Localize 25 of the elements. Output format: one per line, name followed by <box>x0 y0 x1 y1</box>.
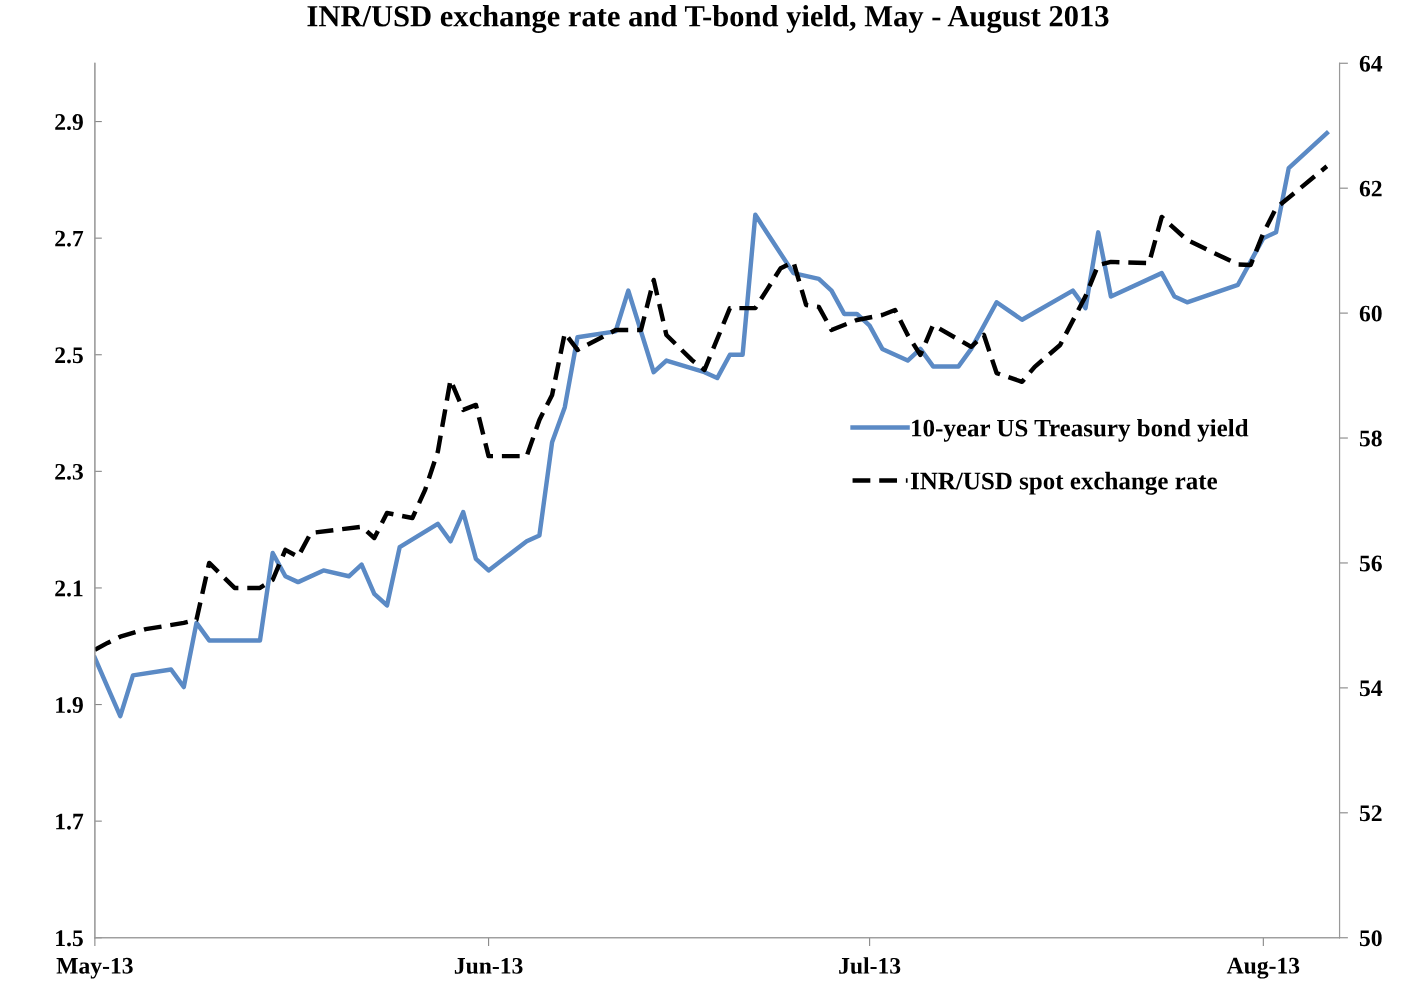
y2-tick-label: 56 <box>1359 555 1382 572</box>
y-tick-label: 1.5 <box>56 930 83 947</box>
y-tick-label: 1.7 <box>56 813 84 830</box>
y2-tick-label: 62 <box>1359 180 1382 197</box>
chart-title: INR/USD exchange rate and T-bond yield, May - August 2013 <box>307 5 1109 33</box>
y-tick-label: 2.7 <box>55 230 84 247</box>
y-tick-label: 1.9 <box>56 697 83 714</box>
y2-tick-label: 50 <box>1359 930 1382 947</box>
x-tick-label: Aug-13 <box>1226 957 1300 979</box>
y-tick-label: 2.3 <box>55 463 83 480</box>
y2-tick-label: 54 <box>1359 680 1383 697</box>
x-tick-label: Jul-13 <box>839 957 901 974</box>
y2-tick-label: 58 <box>1359 430 1382 447</box>
y2-tick-label: 52 <box>1359 805 1382 822</box>
legend-label: 10-year US Treasury bond yield <box>912 418 1249 442</box>
line-series <box>94 164 1330 652</box>
y2-tick-label: 64 <box>1359 55 1383 72</box>
x-tick-label: May-13 <box>56 957 133 979</box>
x-tick-label: Jun-13 <box>454 957 523 974</box>
line-series <box>94 130 1330 719</box>
y-tick-label: 2.1 <box>55 580 83 597</box>
y2-tick-label: 60 <box>1359 305 1382 322</box>
legend-label: INR/USD spot exchange rate <box>910 471 1218 495</box>
y-tick-label: 2.5 <box>55 347 83 364</box>
y-tick-label: 2.9 <box>55 114 83 131</box>
